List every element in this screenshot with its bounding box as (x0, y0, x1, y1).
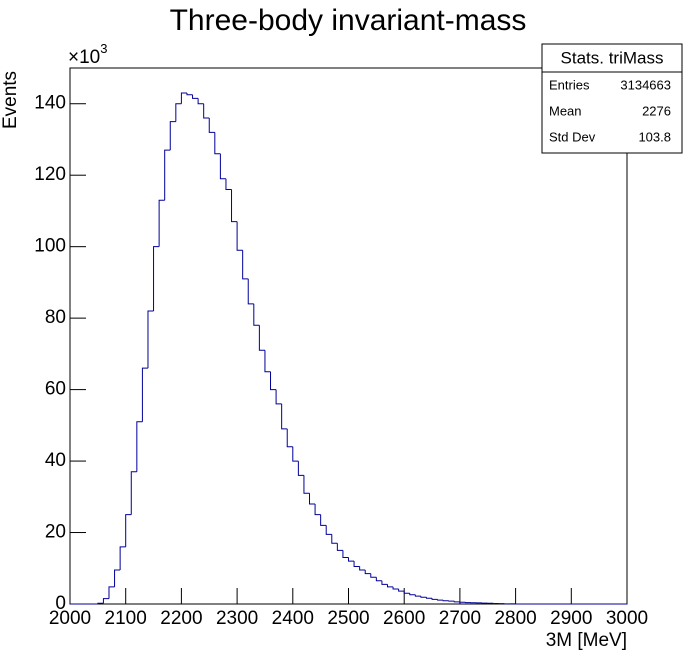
histogram-bin (442, 600, 449, 602)
x-tick-label: 2500 (327, 608, 369, 629)
histogram-bin (180, 92, 187, 104)
histogram-bin (236, 221, 243, 251)
histogram-bin (381, 580, 388, 585)
y-tick-label: 80 (45, 307, 66, 328)
histogram-bin (375, 577, 382, 582)
histogram-bin (275, 389, 282, 405)
histogram-bin (325, 525, 332, 535)
histogram-bin (348, 557, 355, 562)
stats-title: Stats. triMass (561, 48, 664, 67)
histogram-bin (281, 403, 288, 430)
x-tick-label: 2100 (105, 608, 147, 629)
histogram-bin (125, 514, 132, 547)
y-tick-label: 60 (45, 379, 66, 400)
histogram-bin (437, 599, 444, 601)
histogram-bin (164, 149, 171, 201)
histogram-bin (414, 594, 421, 597)
stats-value: 3134663 (620, 77, 671, 92)
histogram-bin (364, 570, 371, 575)
histogram-bin (420, 596, 427, 598)
histogram-bin (392, 586, 399, 590)
y-tick-label: 40 (45, 450, 66, 471)
histogram-bin (102, 598, 109, 604)
stats-value: 103.8 (638, 129, 671, 144)
histogram-bin (409, 593, 416, 596)
histogram-bin (403, 591, 410, 594)
histogram-bin (286, 428, 293, 448)
histogram-bin (320, 514, 327, 526)
multiplier-exponent: 3 (100, 41, 107, 56)
y-tick-label: 20 (45, 522, 66, 543)
stats-value: 2276 (642, 103, 671, 118)
y-tick-label: 140 (34, 93, 66, 114)
x-tick-label: 2200 (160, 608, 202, 629)
histogram-bin (398, 588, 405, 592)
histogram-bin (231, 189, 238, 223)
histogram-bin (192, 94, 199, 99)
histogram-bin (186, 93, 193, 96)
y-tick-label: 0 (55, 593, 66, 614)
x-tick-label: 2300 (216, 608, 258, 629)
histogram-bin (264, 350, 271, 373)
histogram-bin (136, 421, 143, 472)
histogram-bin (331, 534, 338, 544)
y-multiplier: ×103 (68, 41, 107, 68)
histogram-bin (225, 178, 232, 190)
histogram-bin (158, 199, 165, 247)
histogram-bin (359, 566, 366, 571)
y-tick-label: 100 (34, 236, 66, 257)
histogram-bin (453, 601, 460, 603)
stats-label: Entries (549, 77, 590, 92)
histogram-bin (169, 121, 176, 151)
x-tick-label: 3000 (606, 608, 648, 629)
stats-box (541, 43, 683, 154)
x-tick-label: 2800 (494, 608, 536, 629)
histogram-bin (108, 586, 115, 599)
histogram-bin (309, 493, 316, 505)
histogram-bin (258, 325, 265, 351)
histogram-bin (431, 598, 438, 600)
stats-label: Mean (549, 103, 582, 118)
histogram-bin (353, 561, 360, 567)
x-tick-label: 2700 (439, 608, 481, 629)
histogram-bin (130, 471, 137, 515)
histogram-bin (147, 310, 154, 369)
x-tick-label: 2000 (49, 608, 91, 629)
histogram-bin (208, 118, 215, 133)
histogram-bin (219, 153, 226, 180)
histogram-bin (270, 371, 277, 391)
histogram-bin (386, 584, 394, 588)
histogram-bin (141, 367, 148, 422)
stats-label: Std Dev (549, 129, 596, 144)
histogram-bin (197, 98, 204, 105)
histogram-bin (97, 602, 104, 604)
histogram-bin (214, 132, 221, 155)
histogram-bin (253, 303, 260, 326)
histogram-bin (119, 546, 126, 571)
histogram-bin (114, 569, 121, 587)
histogram-bin (175, 103, 182, 122)
x-tick-label: 2600 (383, 608, 425, 629)
histogram-bin (297, 461, 304, 476)
chart-title: Three-body invariant-mass (170, 4, 527, 37)
histogram-bin (247, 278, 254, 305)
histogram-bin (153, 246, 160, 311)
histogram-bin (336, 543, 343, 551)
histogram-bin (370, 573, 377, 578)
histogram-bin (303, 475, 310, 494)
histogram-bin (292, 446, 299, 462)
histogram-bin (242, 250, 249, 280)
histogram-bin (342, 550, 349, 559)
histogram-bin (203, 103, 210, 119)
x-tick-label: 2400 (272, 608, 314, 629)
x-tick-label: 2900 (550, 608, 592, 629)
histogram-bin (314, 503, 321, 516)
multiplier-base: ×10 (68, 47, 100, 68)
histogram-bin (425, 597, 433, 599)
x-axis-label: 3M [MeV] (546, 630, 627, 651)
y-tick-label: 120 (34, 164, 66, 185)
y-axis-label: Events (0, 71, 21, 129)
